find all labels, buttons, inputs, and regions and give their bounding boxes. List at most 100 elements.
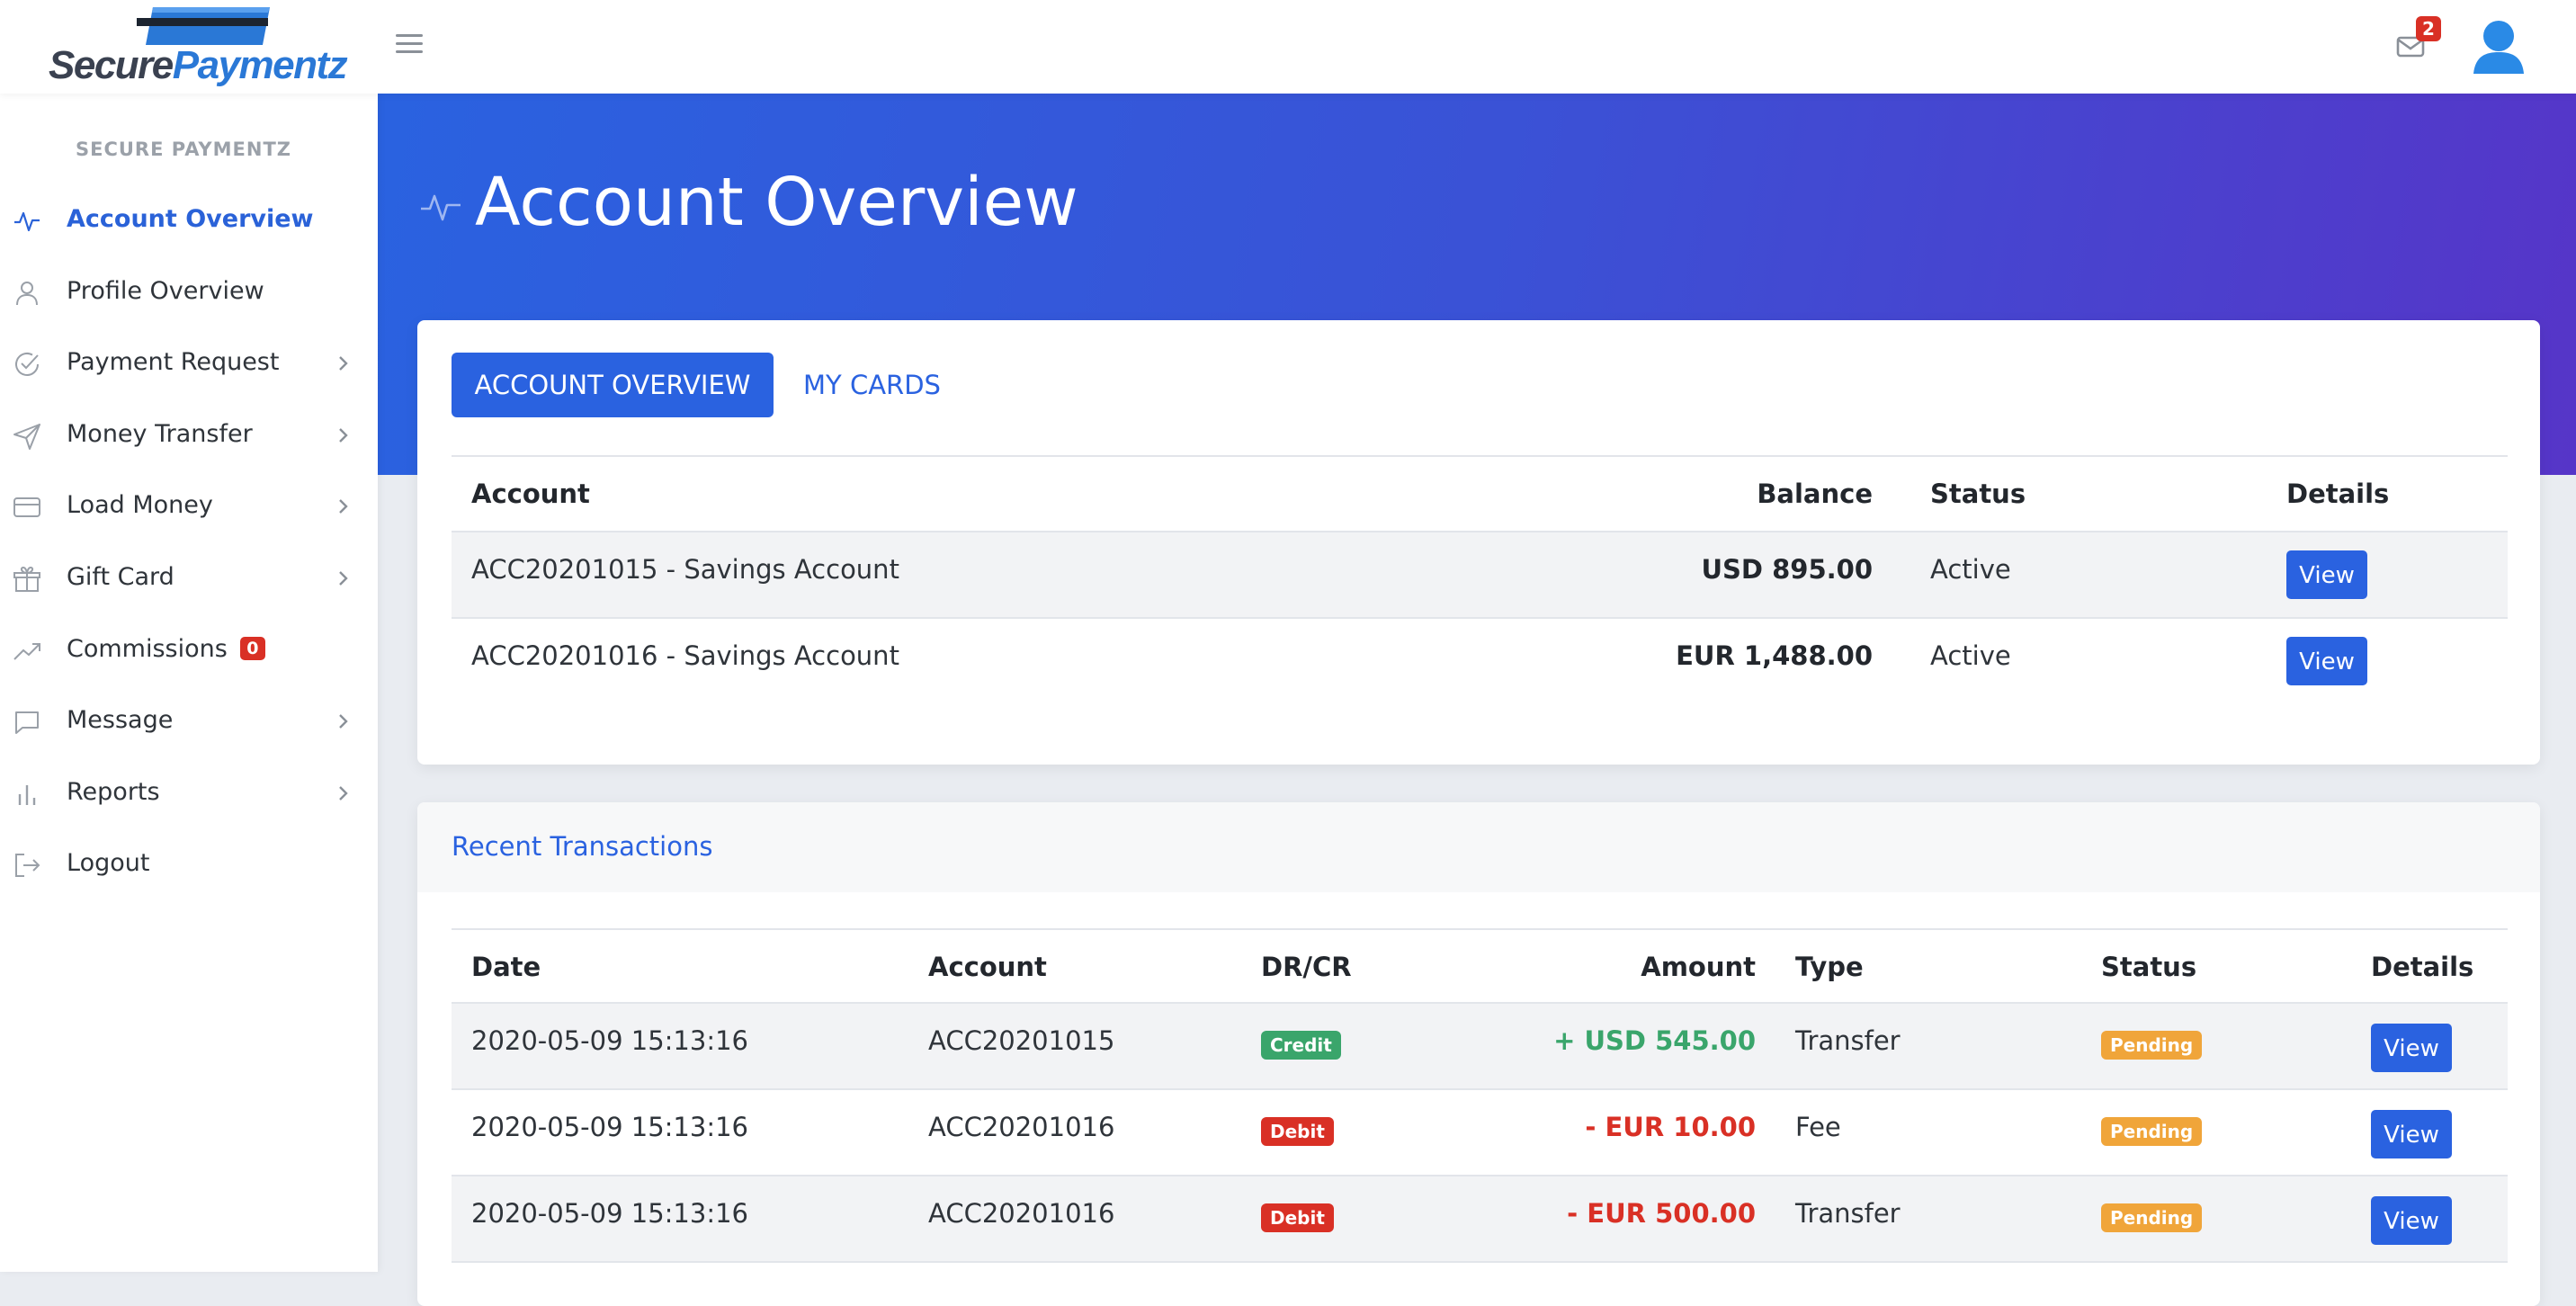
account-balance: EUR 1,488.00 [1676, 640, 1873, 671]
view-transaction-button[interactable]: View [2371, 1196, 2452, 1245]
transaction-date: 2020-05-09 15:13:16 [471, 1112, 748, 1142]
recent-transactions-card: Recent Transactions Date Account DR/CR A… [417, 802, 2540, 1306]
sidebar-item-gift-card[interactable]: Gift Card [0, 547, 378, 610]
view-transaction-button[interactable]: View [2371, 1024, 2452, 1072]
transaction-type: Transfer [1795, 1025, 1901, 1056]
sidebar-item-commissions-text: Commissions [67, 635, 228, 663]
sidebar-item-payment-request[interactable]: Payment Request [0, 332, 378, 395]
credit-card-icon [13, 497, 40, 517]
debit-badge: Debit [1261, 1117, 1334, 1146]
chevron-right-icon [339, 499, 348, 514]
sidebar: SECURE PAYMENTZ Account Overview Profile… [0, 94, 378, 1272]
transaction-amount: - EUR 500.00 [1567, 1198, 1756, 1229]
mail-count-badge: 2 [2416, 16, 2441, 41]
transaction-account: ACC20201016 [928, 1198, 1115, 1229]
sidebar-title: SECURE PAYMENTZ [75, 139, 292, 160]
account-name: ACC20201016 - Savings Account [471, 640, 899, 671]
col-header-date: Date [471, 952, 541, 982]
view-account-button[interactable]: View [2286, 637, 2367, 685]
card-title: Recent Transactions [452, 831, 713, 862]
col-header-account: Account [928, 952, 1047, 982]
transaction-account: ACC20201015 [928, 1025, 1115, 1056]
chevron-right-icon [339, 571, 348, 586]
sidebar-item-label: Profile Overview [67, 277, 264, 305]
col-header-status: Status [1930, 479, 2026, 509]
activity-icon [421, 194, 461, 221]
view-account-button[interactable]: View [2286, 550, 2367, 599]
table-row: ACC20201015 - Savings Account USD 895.00… [452, 532, 2508, 619]
table-row: 2020-05-09 15:13:16 ACC20201016 Debit - … [452, 1090, 2508, 1176]
check-circle-icon [15, 353, 39, 376]
bar-chart-icon [18, 785, 36, 805]
account-status: Active [1930, 554, 2011, 585]
tab-my-cards[interactable]: MY CARDS [803, 370, 941, 400]
table-header-row: Date Account DR/CR Amount Type Status De… [452, 928, 2508, 1004]
sidebar-item-label: Reports [67, 778, 160, 806]
account-balance: USD 895.00 [1701, 554, 1873, 585]
sidebar-item-label: Load Money [67, 491, 213, 519]
col-header-status: Status [2101, 952, 2197, 982]
account-name: ACC20201015 - Savings Account [471, 554, 899, 585]
col-header-balance: Balance [1757, 479, 1873, 509]
sidebar-item-account-overview[interactable]: Account Overview [0, 189, 378, 252]
activity-icon [14, 211, 40, 232]
table-row: 2020-05-09 15:13:16 ACC20201016 Debit - … [452, 1176, 2508, 1263]
gift-icon [13, 566, 40, 592]
table-row: ACC20201016 - Savings Account EUR 1,488.… [452, 619, 2508, 705]
sidebar-item-commissions[interactable]: Commissions 0 [0, 619, 378, 682]
col-header-amount: Amount [1641, 952, 1756, 982]
chevron-right-icon [339, 786, 348, 801]
commissions-badge: 0 [239, 637, 265, 660]
sidebar-item-label: Message [67, 706, 174, 734]
table-header-row: Account Balance Status Details [452, 455, 2508, 532]
col-header-type: Type [1795, 952, 1864, 982]
status-badge: Pending [2101, 1203, 2203, 1232]
menu-icon[interactable] [396, 34, 423, 58]
sidebar-item-label: Money Transfer [67, 420, 253, 448]
chevron-right-icon [339, 714, 348, 729]
user-avatar-icon[interactable] [2470, 16, 2527, 77]
sidebar-item-logout[interactable]: Logout [0, 833, 378, 896]
debit-badge: Debit [1261, 1203, 1334, 1232]
transaction-date: 2020-05-09 15:13:16 [471, 1025, 748, 1056]
trending-up-icon [13, 643, 40, 660]
sidebar-item-profile-overview[interactable]: Profile Overview [0, 261, 378, 324]
mail-icon[interactable] [2393, 31, 2428, 63]
transaction-date: 2020-05-09 15:13:16 [471, 1198, 748, 1229]
transaction-type: Transfer [1795, 1198, 1901, 1229]
credit-badge: Credit [1261, 1031, 1341, 1060]
sidebar-item-money-transfer[interactable]: Money Transfer [0, 404, 378, 467]
col-header-details: Details [2286, 479, 2390, 509]
logo-text: SecurePaymentz [49, 43, 348, 88]
account-status: Active [1930, 640, 2011, 671]
logo[interactable]: SecurePaymentz [47, 5, 348, 88]
sidebar-item-label: Account Overview [67, 205, 314, 233]
account-overview-card: ACCOUNT OVERVIEW MY CARDS Account Balanc… [417, 320, 2540, 765]
sidebar-item-load-money[interactable]: Load Money [0, 475, 378, 538]
transaction-amount: - EUR 10.00 [1585, 1112, 1756, 1142]
table-row: 2020-05-09 15:13:16 ACC20201015 Credit +… [452, 1004, 2508, 1090]
card-logo-icon [137, 7, 270, 45]
transaction-amount: + USD 545.00 [1553, 1025, 1756, 1056]
logo-text-paymentz: Paymentz [172, 43, 348, 87]
transaction-type: Fee [1795, 1112, 1841, 1142]
sidebar-item-label: Logout [67, 849, 150, 877]
top-header: SecurePaymentz 2 [0, 0, 2576, 94]
sidebar-item-label: Commissions 0 [67, 635, 265, 663]
message-icon [15, 711, 39, 734]
logo-text-secure: Secure [49, 43, 174, 87]
sidebar-item-message[interactable]: Message [0, 690, 378, 753]
page-title: Account Overview [475, 164, 1078, 241]
status-badge: Pending [2101, 1117, 2203, 1146]
chevron-right-icon [339, 356, 348, 371]
col-header-account: Account [471, 479, 590, 509]
col-header-drcr: DR/CR [1261, 952, 1352, 982]
chevron-right-icon [339, 428, 348, 443]
card-header: Recent Transactions [417, 802, 2540, 892]
logout-icon [15, 854, 40, 877]
user-icon [16, 282, 38, 306]
sidebar-item-reports[interactable]: Reports [0, 762, 378, 825]
sidebar-item-label: Payment Request [67, 348, 280, 376]
view-transaction-button[interactable]: View [2371, 1110, 2452, 1158]
tab-account-overview[interactable]: ACCOUNT OVERVIEW [452, 353, 774, 417]
